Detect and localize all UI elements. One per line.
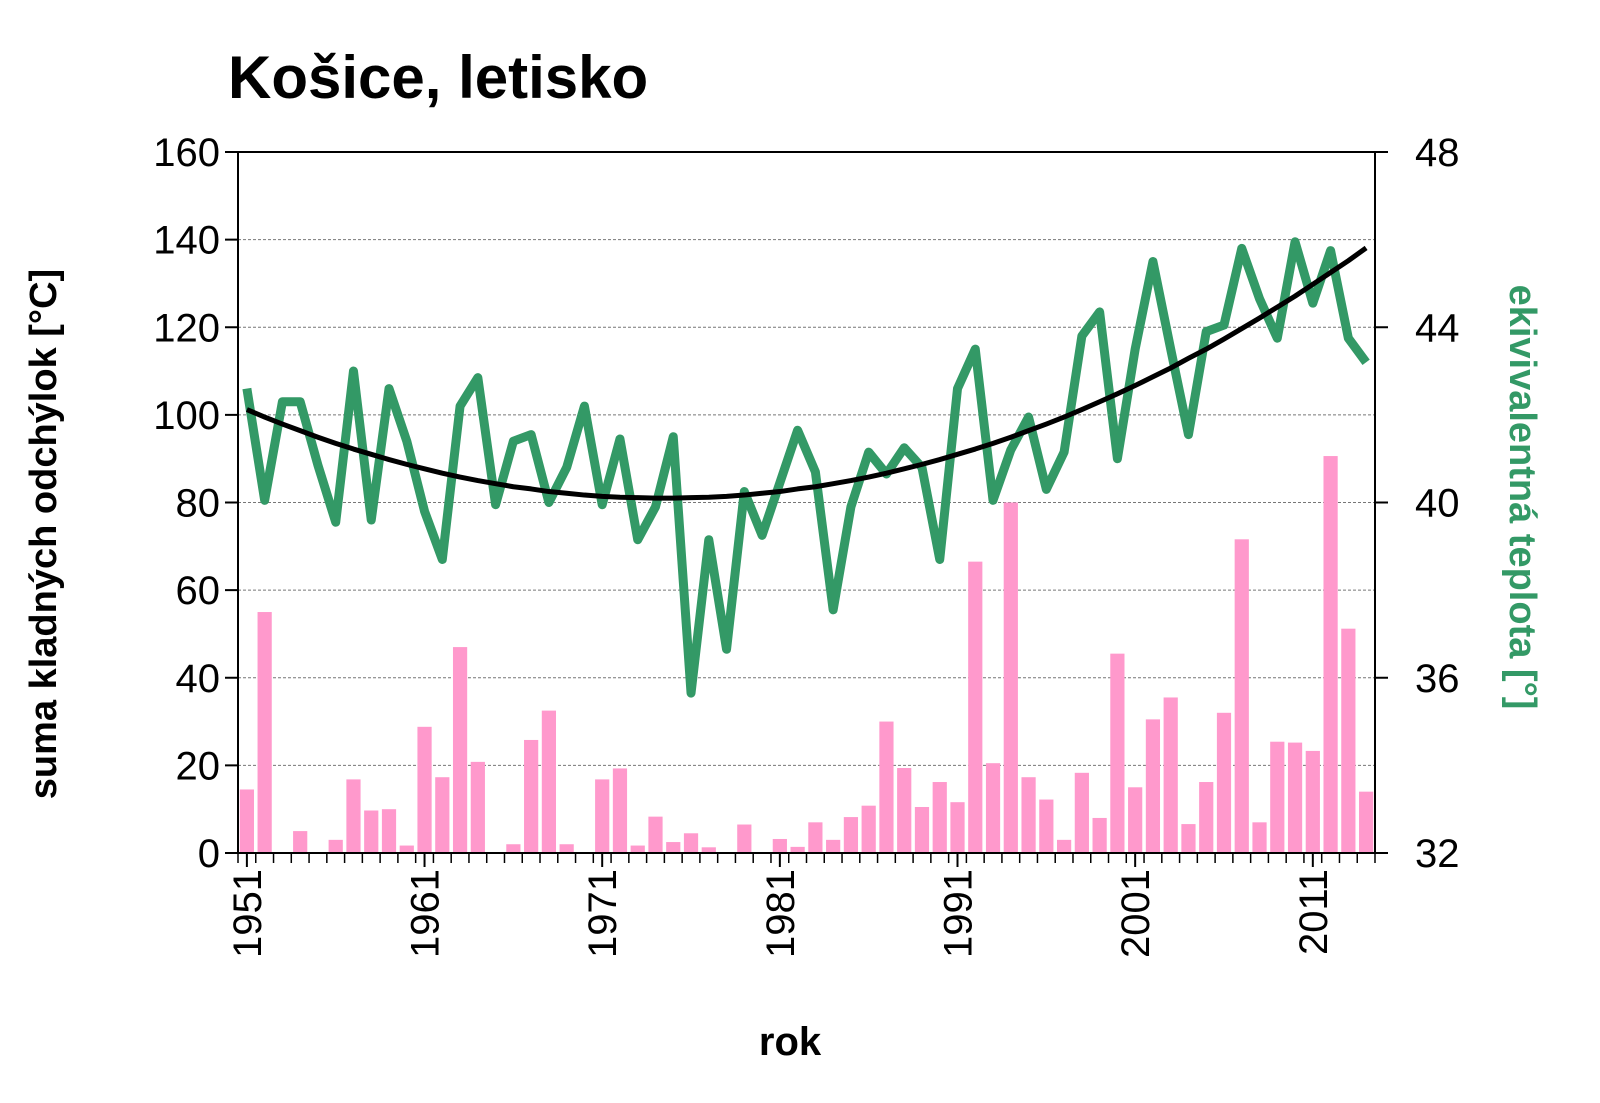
bar: [932, 782, 947, 853]
y-tick-label: 100: [153, 394, 220, 438]
bar: [399, 845, 414, 853]
x-tick-label: 2001: [1114, 869, 1158, 958]
x-tick-label: 1991: [937, 869, 981, 958]
y-tick-label: 20: [176, 744, 221, 788]
bar: [541, 710, 557, 853]
bar: [683, 833, 699, 853]
x-tick-label: 1981: [759, 869, 803, 958]
bar: [417, 726, 432, 853]
bar: [1216, 712, 1232, 853]
bar: [1003, 502, 1018, 853]
bar: [1021, 777, 1036, 853]
bar: [1305, 750, 1320, 853]
bar: [843, 817, 859, 853]
bar: [293, 831, 308, 853]
y-axis-label: suma kladných odchýlok [°C]: [23, 269, 65, 799]
plot-frame: [237, 151, 1376, 854]
bar: [1163, 697, 1178, 853]
bar: [257, 612, 272, 853]
bar: [1092, 817, 1107, 853]
bar: [381, 809, 397, 853]
bar: [1181, 824, 1196, 853]
y2-tick-label: 44: [1415, 306, 1460, 350]
bar: [808, 822, 823, 853]
bar: [701, 847, 716, 853]
bar: [985, 763, 1001, 853]
x-axis-label: rok: [759, 1020, 822, 1064]
x-tick-label: 1971: [581, 869, 625, 958]
y-tick-label: 40: [176, 657, 221, 701]
bar: [452, 647, 468, 853]
bar: [1199, 782, 1214, 853]
bar: [914, 806, 930, 853]
x-tick-label: 1951: [226, 869, 270, 958]
y-tick-label: 60: [176, 569, 221, 613]
bar: [879, 721, 894, 853]
bar: [737, 824, 752, 853]
bar: [559, 844, 574, 853]
chart-title: Košice, letisko: [228, 44, 648, 111]
bar: [1128, 787, 1143, 853]
bar: [1039, 799, 1054, 853]
y-tick-label: 120: [153, 306, 220, 350]
x-tick-label: 1961: [404, 869, 448, 958]
y-tick-label: 160: [153, 131, 220, 175]
bar: [612, 768, 628, 853]
bar: [861, 805, 876, 853]
bar: [364, 810, 379, 853]
bar: [1341, 628, 1356, 853]
y2-axis-label: ekivivalentná teplota [°]: [1501, 285, 1543, 710]
y2-tick-label: 48: [1415, 131, 1460, 175]
bar: [328, 839, 343, 853]
bar: [1323, 456, 1338, 853]
bar: [772, 838, 787, 853]
bar: [950, 802, 965, 853]
bar: [346, 779, 361, 853]
line: [242, 237, 1370, 698]
bar: [1145, 719, 1161, 853]
bar: [595, 779, 610, 853]
bar: [790, 846, 805, 853]
bar: [506, 844, 521, 853]
bar: [239, 789, 254, 853]
bar: [1359, 791, 1374, 853]
bar: [1110, 653, 1125, 853]
y2-tick-label: 32: [1415, 832, 1460, 876]
y-tick-label: 80: [176, 482, 221, 526]
bar: [435, 777, 450, 853]
y-tick-label: 140: [153, 219, 220, 263]
bar: [630, 845, 645, 853]
bar: [1252, 822, 1267, 853]
bar: [1056, 839, 1072, 853]
bar: [524, 739, 539, 853]
bar: [470, 761, 485, 853]
bar: [1270, 741, 1285, 853]
y-tick-label: 0: [198, 832, 220, 876]
bar: [1287, 742, 1303, 853]
bar: [968, 561, 983, 853]
bar: [648, 816, 663, 853]
bar: [1234, 539, 1249, 853]
bar: [1074, 772, 1089, 853]
x-tick-label: 2011: [1292, 869, 1336, 955]
bar: [826, 839, 841, 853]
bar: [897, 768, 912, 853]
y2-tick-label: 40: [1415, 482, 1460, 526]
y2-tick-label: 36: [1415, 657, 1460, 701]
line: [245, 245, 1368, 501]
bar: [666, 842, 681, 853]
